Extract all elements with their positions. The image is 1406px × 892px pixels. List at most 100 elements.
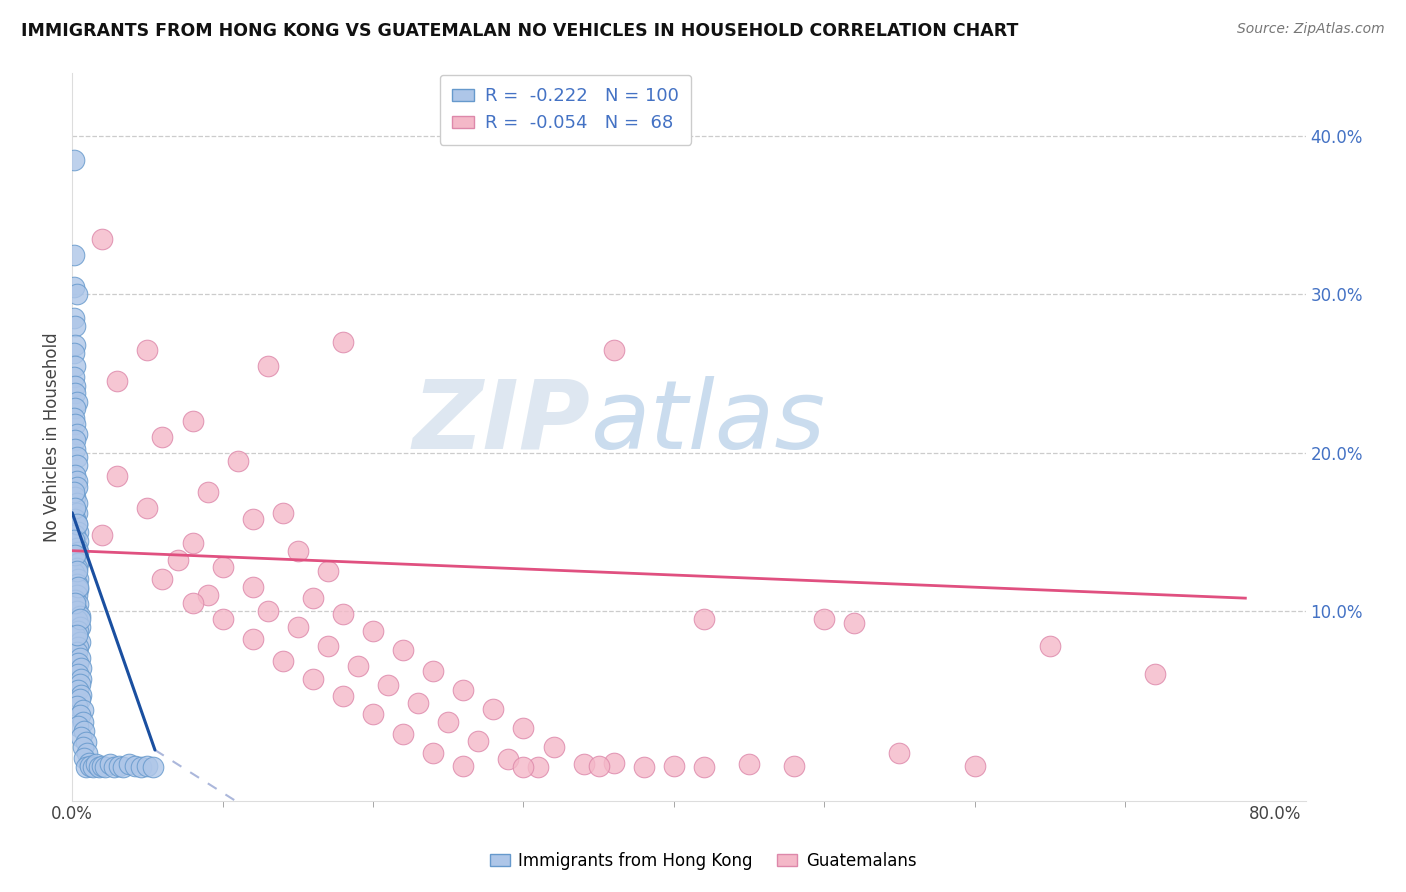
Point <box>72 703 94 717</box>
Point <box>152 430 174 444</box>
Point <box>65 401 87 416</box>
Point <box>142 760 165 774</box>
Point <box>242 632 264 647</box>
Point <box>332 607 354 621</box>
Point <box>65 359 87 373</box>
Point <box>76 746 98 760</box>
Point <box>65 379 87 393</box>
Point <box>69 635 91 649</box>
Point <box>136 500 159 515</box>
Point <box>65 417 87 431</box>
Point <box>112 760 135 774</box>
Point <box>226 453 249 467</box>
Point <box>437 714 460 729</box>
Point <box>588 759 610 773</box>
Point <box>66 395 89 409</box>
Point <box>406 696 429 710</box>
Point <box>498 752 520 766</box>
Point <box>65 592 87 607</box>
Point <box>67 667 90 681</box>
Point <box>693 760 716 774</box>
Point <box>69 692 91 706</box>
Point <box>136 343 159 357</box>
Point <box>105 469 128 483</box>
Point <box>347 659 370 673</box>
Point <box>392 727 415 741</box>
Point <box>69 651 91 665</box>
Point <box>65 467 87 482</box>
Point <box>65 319 87 334</box>
Point <box>72 739 94 754</box>
Point <box>512 721 534 735</box>
Point <box>62 153 84 167</box>
Point <box>302 591 325 606</box>
Point <box>316 639 339 653</box>
Point <box>451 682 474 697</box>
Point <box>527 760 550 774</box>
Point <box>82 760 104 774</box>
Point <box>65 433 87 447</box>
Point <box>197 588 219 602</box>
Point <box>361 624 384 639</box>
Text: IMMIGRANTS FROM HONG KONG VS GUATEMALAN NO VEHICLES IN HOUSEHOLD CORRELATION CHA: IMMIGRANTS FROM HONG KONG VS GUATEMALAN … <box>21 22 1018 40</box>
Point <box>131 760 153 774</box>
Point <box>66 645 89 659</box>
Point <box>67 719 90 733</box>
Point <box>105 375 128 389</box>
Point <box>422 746 444 760</box>
Point <box>813 612 835 626</box>
Point <box>66 426 89 441</box>
Point <box>70 731 93 745</box>
Point <box>66 577 89 591</box>
Point <box>94 760 117 774</box>
Point <box>377 678 399 692</box>
Point <box>91 528 114 542</box>
Point <box>181 535 204 549</box>
Point <box>602 343 624 357</box>
Point <box>72 714 94 729</box>
Point <box>103 760 125 774</box>
Point <box>89 760 111 774</box>
Point <box>287 619 309 633</box>
Point <box>66 480 89 494</box>
Point <box>242 580 264 594</box>
Point <box>65 385 87 400</box>
Point <box>66 564 89 578</box>
Point <box>693 612 716 626</box>
Point <box>65 490 87 504</box>
Point <box>62 566 84 580</box>
Point <box>67 557 90 571</box>
Point <box>67 624 90 639</box>
Text: ZIP: ZIP <box>412 376 591 469</box>
Point <box>467 733 489 747</box>
Point <box>66 604 89 618</box>
Point <box>62 369 84 384</box>
Point <box>242 512 264 526</box>
Point <box>62 279 84 293</box>
Point <box>181 596 204 610</box>
Point <box>1039 639 1062 653</box>
Point <box>67 598 90 612</box>
Point <box>67 572 90 586</box>
Point <box>211 612 233 626</box>
Point <box>66 516 89 531</box>
Point <box>67 534 90 549</box>
Point <box>451 759 474 773</box>
Point <box>66 474 89 488</box>
Point <box>65 549 87 563</box>
Point <box>67 682 90 697</box>
Point <box>662 759 685 773</box>
Point <box>65 629 87 643</box>
Point <box>332 334 354 349</box>
Point <box>67 545 90 559</box>
Point <box>271 506 294 520</box>
Point <box>65 528 87 542</box>
Point <box>963 759 986 773</box>
Point <box>271 655 294 669</box>
Point <box>844 616 866 631</box>
Point <box>136 759 159 773</box>
Point <box>69 612 91 626</box>
Point <box>65 338 87 352</box>
Point <box>70 672 93 686</box>
Point <box>62 485 84 500</box>
